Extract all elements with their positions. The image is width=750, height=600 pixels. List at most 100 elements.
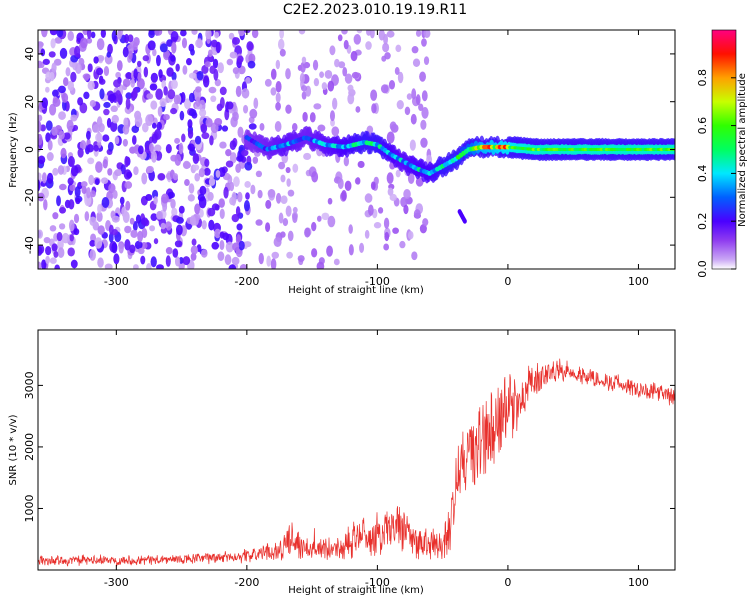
spectrogram-noise-cell	[418, 103, 424, 112]
spectrogram-noise-cell	[207, 49, 213, 58]
spectrogram-noise-cell	[109, 94, 115, 104]
spectrogram-noise-cell	[51, 243, 58, 252]
spectrogram-noise-cell	[386, 30, 395, 38]
spectrogram-noise-cell	[126, 171, 133, 179]
spectrogram-noise-cell	[150, 72, 159, 83]
spectrogram-noise-cell	[235, 85, 242, 98]
spectrogram-noise-cell	[327, 215, 336, 228]
spectrogram-noise-cell	[89, 249, 96, 261]
spectrogram-noise-cell	[343, 156, 350, 167]
spectrogram-noise-cell	[285, 104, 292, 114]
spectrogram-noise-cell	[63, 77, 69, 87]
spectrogram-noise-cell	[90, 233, 97, 243]
spectrogram-noise-cell	[344, 73, 353, 84]
spectrogram-noise-cell	[174, 240, 183, 248]
spectrogram-noise-cell	[103, 108, 110, 116]
spectrogram-noise-cell	[122, 124, 130, 135]
spectrogram-noise-cell	[49, 257, 57, 264]
spectrogram-noise-cell	[187, 194, 195, 202]
spectrogram-noise-cell	[115, 90, 122, 102]
spectrogram-noise-cell	[397, 71, 404, 84]
spectrogram-noise-cell	[208, 219, 215, 231]
spectrogram-noise-cell	[116, 60, 123, 72]
spectrogram-noise-cell	[129, 244, 136, 254]
spectrogram-noise-cell	[116, 30, 122, 40]
spectrogram-noise-cell	[70, 71, 77, 83]
colorbar-label: Normalized spectral amplitude	[737, 73, 748, 227]
spectrogram-noise-cell	[244, 161, 253, 171]
spectrogram-noise-cell	[136, 78, 145, 90]
spectrogram-noise-cell	[324, 70, 333, 79]
spectrogram-noise-cell	[45, 120, 53, 131]
spectrogram-noise-cell	[188, 72, 197, 79]
spectrogram-noise-cell	[170, 31, 179, 42]
spectrogram-noise-cell	[146, 263, 152, 269]
spectrogram-noise-cell	[214, 117, 223, 126]
spectrogram-noise-cell	[225, 241, 234, 253]
spectrogram-noise-cell	[156, 121, 162, 131]
spectrogram-noise-cell	[165, 144, 172, 154]
spectrogram-noise-cell	[235, 163, 242, 173]
spectrogram-noise-cell	[229, 152, 237, 164]
spectrogram-noise-cell	[351, 71, 360, 79]
spectrogram-noise-cell	[207, 207, 216, 217]
spectrogram-noise-cell	[182, 256, 191, 266]
spectrogram-noise-cell	[270, 68, 277, 80]
spectrogram-noise-cell	[70, 165, 79, 177]
spectrogram-noise-cell	[378, 30, 385, 41]
spectrogram-noise-cell	[292, 206, 298, 214]
spectrogram-noise-cell	[258, 252, 264, 265]
spectrogram-noise-cell	[141, 122, 149, 133]
spectrogram-noise-cell	[233, 176, 240, 187]
spectrogram-noise-cell	[188, 92, 195, 103]
spectrogram-noise-cell	[59, 47, 68, 59]
spectrogram-noise-cell	[102, 159, 108, 169]
spectrogram-noise-cell	[89, 216, 97, 227]
spectrogram-noise-cell	[90, 31, 96, 39]
spectrogram-noise-cell	[45, 86, 50, 93]
spectrogram-noise-cell	[38, 229, 43, 239]
spectrogram-noise-cell	[50, 38, 56, 49]
spectrogram-noise-cell	[175, 224, 183, 236]
spectrogram-noise-cell	[370, 89, 378, 101]
spectrogram-noise-cell	[178, 142, 184, 155]
spectrogram-noise-cell	[275, 59, 281, 70]
spectrogram-noise-cell	[51, 126, 58, 136]
snr-series-line	[38, 358, 675, 568]
spectrogram-noise-cell	[108, 232, 114, 243]
spectrogram-noise-cell	[125, 200, 131, 211]
spectrogram-noise-cell	[275, 101, 281, 111]
spectrogram-noise-cell	[113, 79, 121, 88]
spectrogram-noise-cell	[161, 193, 169, 204]
spectrogram-noise-cell	[45, 255, 50, 265]
spectrogram-noise-cell	[52, 89, 59, 98]
spectrogram-noise-cell	[94, 178, 100, 186]
spectrogram-noise-cell	[411, 46, 419, 54]
spectrogram-noise-cell	[96, 116, 103, 128]
spectrogram-noise-cell	[133, 68, 138, 80]
spectrogram-noise-cell	[273, 237, 282, 248]
spectrogram-noise-cell	[420, 137, 428, 148]
spectrogram-noise-cell	[216, 103, 223, 112]
spectrogram-noise-cell	[93, 56, 99, 64]
spectrogram-noise-cell	[232, 67, 240, 75]
spectrogram-noise-cell	[163, 113, 170, 121]
spectrogram-noise-cell	[244, 181, 251, 188]
spectrogram-noise-cell	[200, 123, 208, 134]
spectrogram-noise-cell	[392, 227, 399, 234]
spectrogram-noise-cell	[174, 153, 182, 166]
spectrogram-noise-cell	[164, 221, 172, 231]
spectrogram-noise-cell	[265, 222, 271, 233]
spectrogram-noise-cell	[68, 219, 75, 232]
spectrogram-noise-cell	[344, 180, 352, 192]
spectrogram-noise-cell	[421, 90, 428, 102]
spectrogram-noise-cell	[214, 31, 220, 39]
spectrogram-noise-cell	[249, 108, 258, 119]
spectrogram-noise-cell	[148, 30, 155, 39]
spectrogram-noise-cell	[419, 71, 426, 82]
spectrogram-noise-cell	[87, 157, 95, 165]
spectrogram-noise-cell	[149, 83, 158, 91]
spectrogram-noise-cell	[106, 51, 112, 58]
spectrogram-noise-cell	[243, 200, 250, 212]
spectrogram-noise-cell	[145, 114, 154, 126]
